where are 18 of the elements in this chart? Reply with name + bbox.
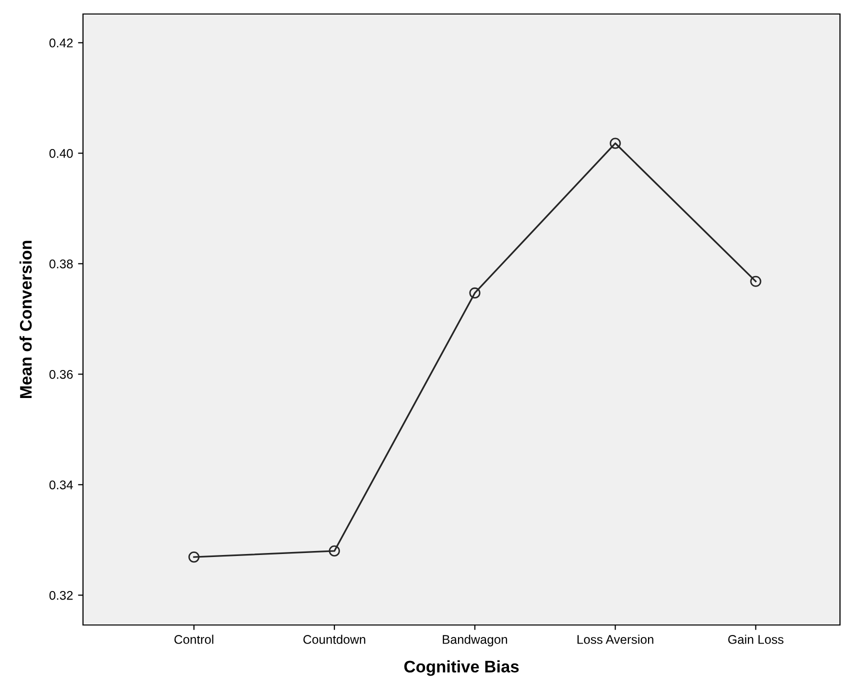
point — [469, 287, 480, 299]
point — [188, 551, 200, 563]
point — [328, 545, 340, 557]
x-tick-label: Bandwagon — [442, 634, 508, 646]
y-tick-label: 0.38 — [49, 260, 73, 268]
y-tick-label: 0.40 — [49, 149, 73, 158]
x-tick-label: Loss Aversion — [578, 634, 654, 644]
y-axis-title: Mean of Conversion — [20, 240, 32, 398]
y-tick-label: 0.36 — [49, 370, 73, 379]
point — [750, 276, 762, 287]
x-axis-title: Cognitive Bias — [404, 660, 519, 676]
point — [610, 138, 621, 149]
x-tick-label: Countdown — [303, 634, 366, 644]
y-tick-label: 0.34 — [49, 480, 73, 490]
x-tick-label: Gain Loss — [728, 634, 784, 644]
x-tick-label: Control — [174, 634, 214, 644]
y-tick-label: 0.42 — [49, 38, 73, 48]
y-tick-label: 0.32 — [49, 590, 73, 600]
